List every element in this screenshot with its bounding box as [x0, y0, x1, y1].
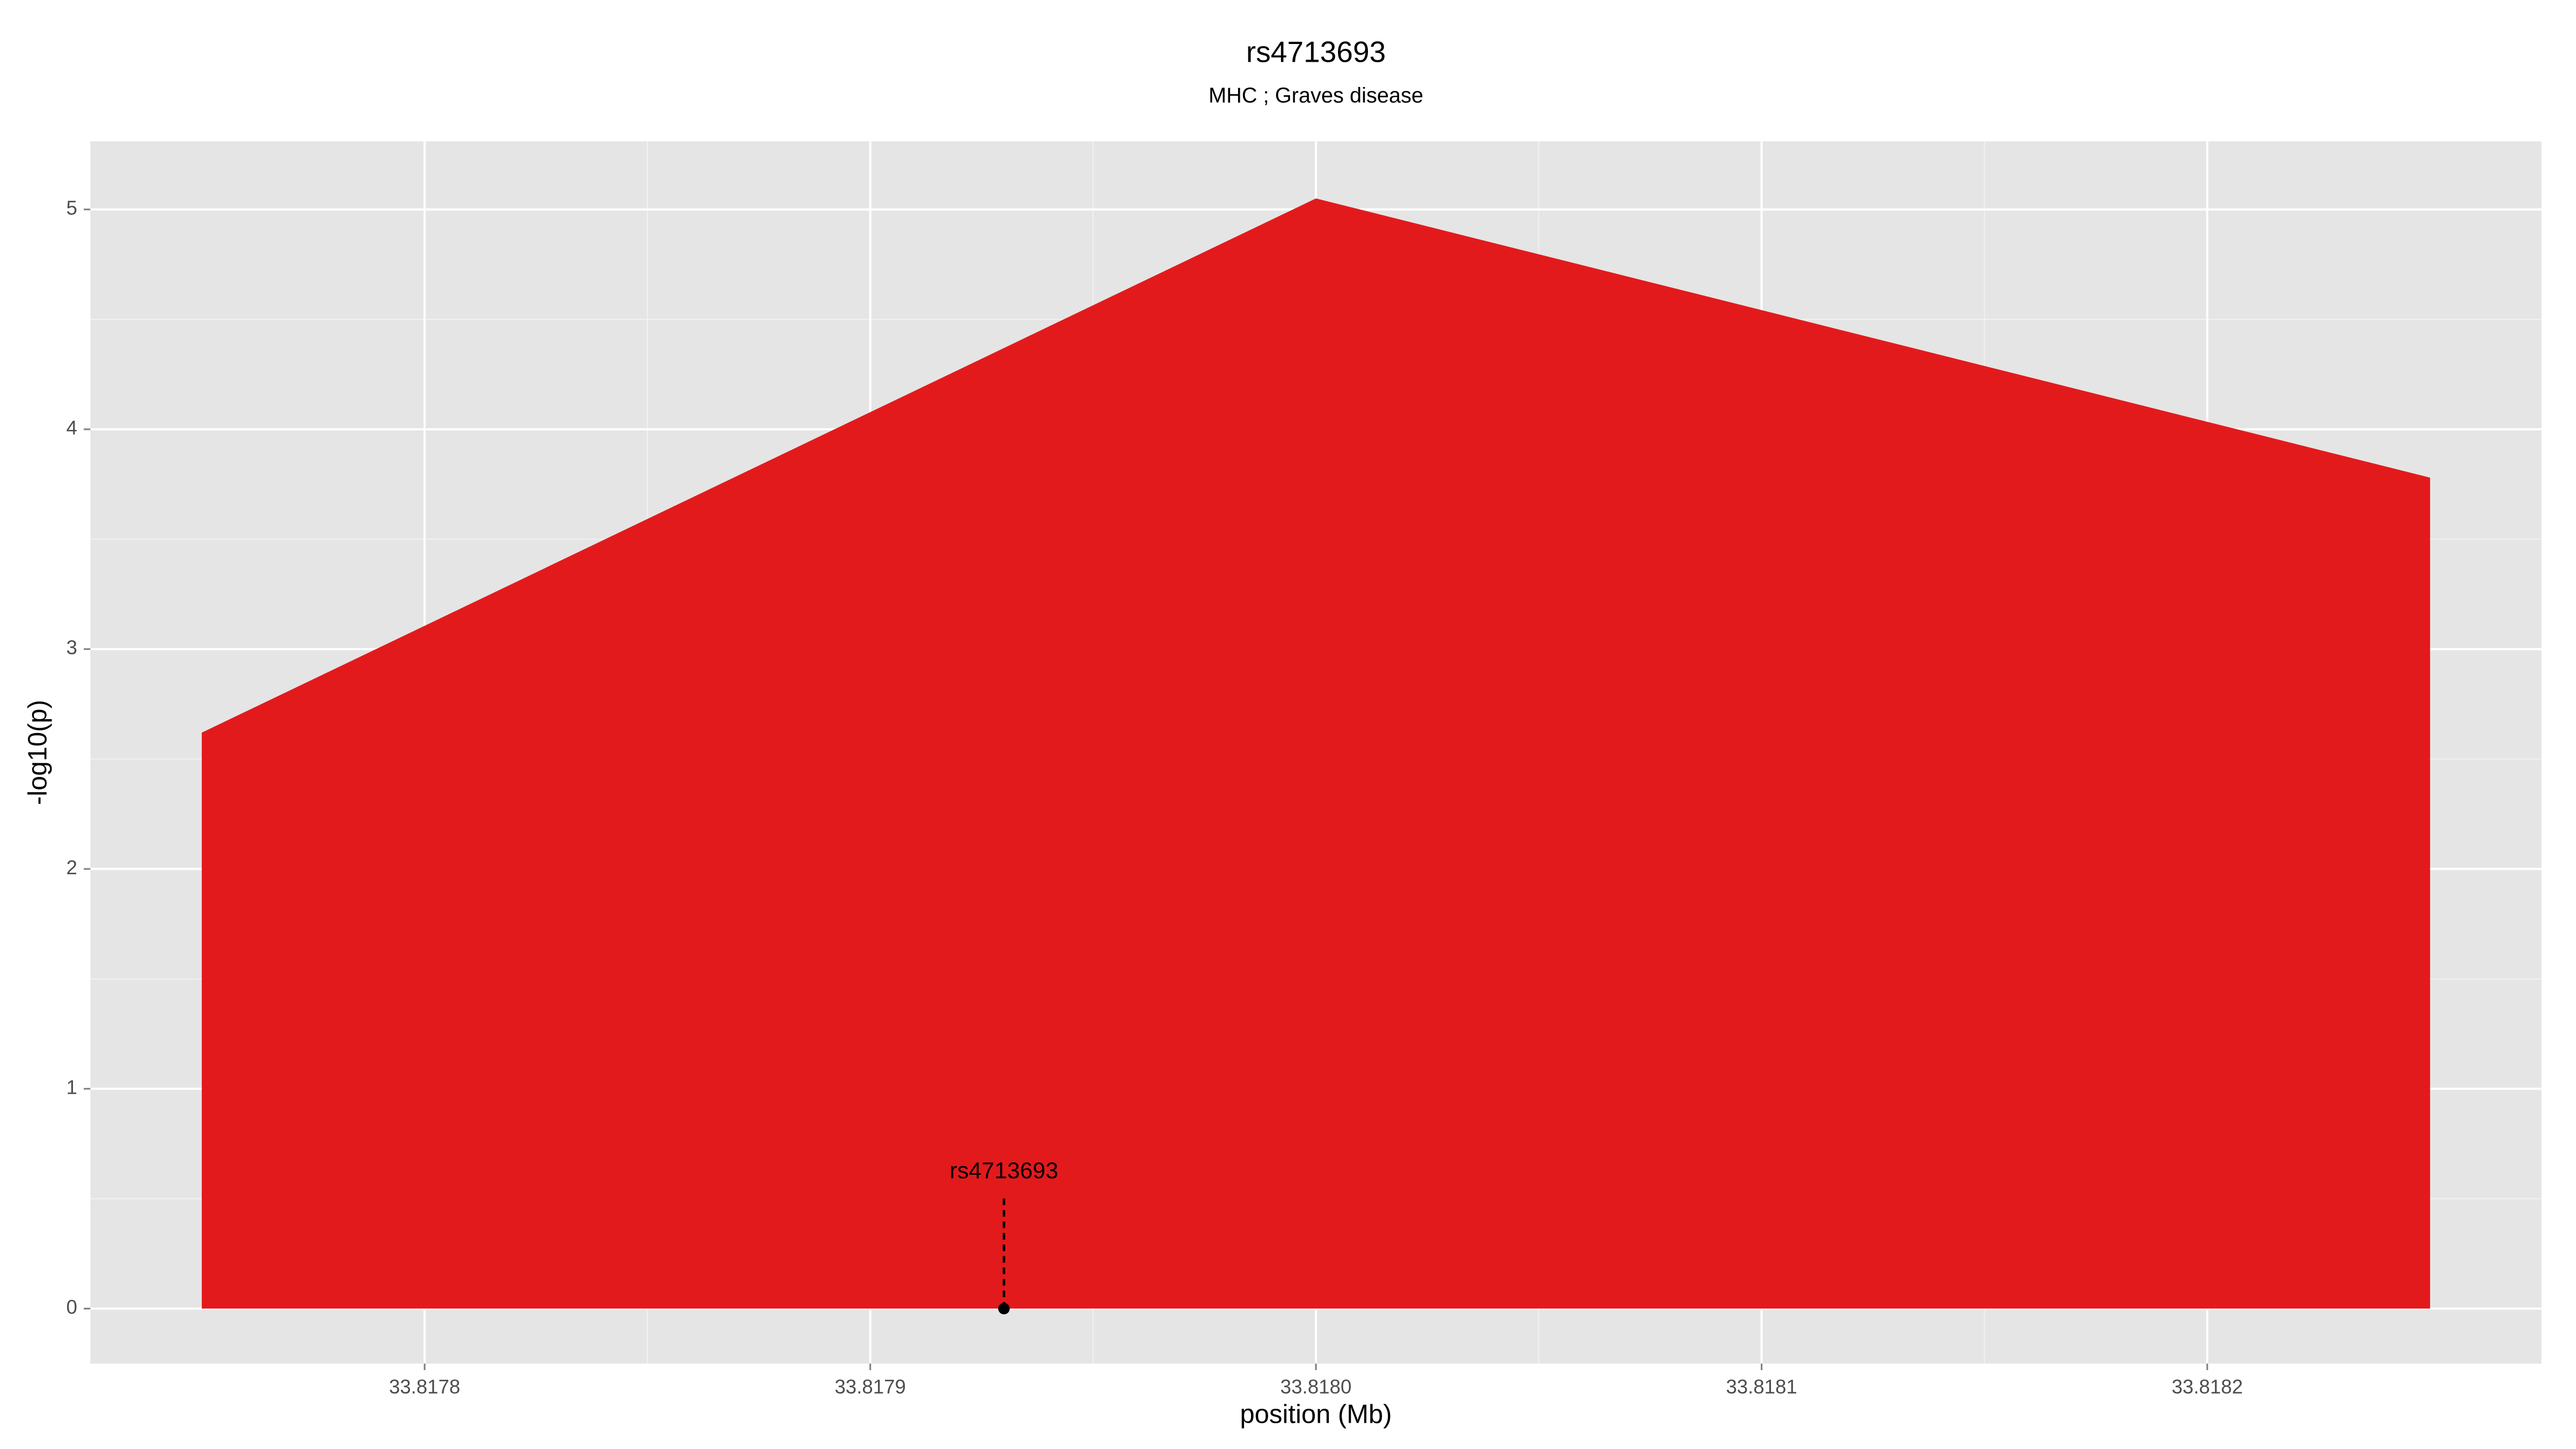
chart-title: rs4713693	[1246, 35, 1386, 69]
y-tick-label: 0	[66, 1296, 77, 1318]
y-tick-label: 4	[66, 417, 77, 439]
y-tick-label: 3	[66, 636, 77, 658]
y-axis-label: -log10(p)	[23, 700, 52, 805]
x-tick-label: 33.8181	[1726, 1375, 1797, 1397]
axes: 0 1 2 3 4 5 33.8178 33.8179 33.8180 33.8181 33.818…	[66, 197, 2243, 1397]
marks: rs4713693	[201, 198, 2431, 1315]
y-tick-label: 5	[66, 197, 77, 219]
chart-subtitle: MHC ; Graves disease	[1209, 84, 1423, 107]
x-tick-label: 33.8178	[389, 1375, 460, 1397]
y-tick-label: 2	[66, 857, 77, 879]
x-tick-label: 33.8182	[2172, 1375, 2243, 1397]
x-axis-label: position (Mb)	[1240, 1400, 1392, 1429]
y-tick-label: 1	[66, 1076, 77, 1098]
area	[201, 198, 2431, 1309]
annotation-point	[998, 1302, 1010, 1315]
x-tick-label: 33.8179	[835, 1375, 906, 1397]
x-tick-label: 33.8180	[1280, 1375, 1352, 1397]
annotation-label: rs4713693	[949, 1158, 1058, 1184]
